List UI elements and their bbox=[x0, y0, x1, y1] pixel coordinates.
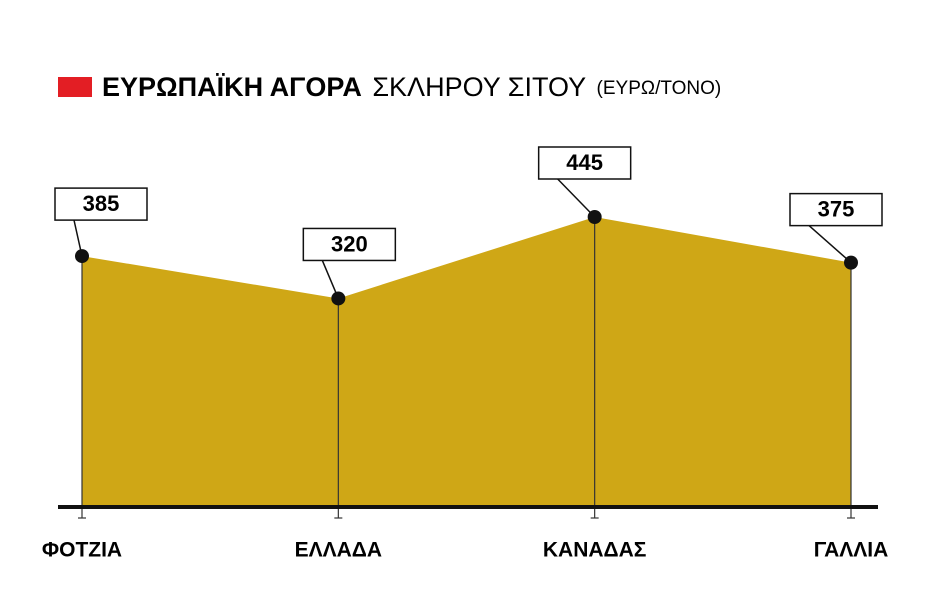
value-label: 375 bbox=[818, 196, 855, 221]
x-tick-label: ΚΑΝΑΔΑΣ bbox=[543, 539, 647, 562]
x-tick-label: ΦΟΤΖΙΑ bbox=[42, 539, 122, 562]
leader-line bbox=[557, 178, 596, 218]
value-box bbox=[302, 227, 397, 262]
title-bold: ΕΥΡΩΠΑΪΚΗ ΑΓΟΡΑ bbox=[102, 72, 362, 102]
x-tick-label: ΕΛΛΑΔΑ bbox=[295, 539, 382, 562]
title-unit: (ΕΥΡΩ/ΤΟΝΟ) bbox=[597, 78, 722, 99]
point bbox=[587, 210, 602, 224]
point bbox=[75, 249, 89, 264]
value-label: 320 bbox=[331, 231, 368, 256]
value-box bbox=[54, 187, 148, 221]
value-box bbox=[537, 146, 632, 180]
point bbox=[844, 255, 858, 270]
point bbox=[331, 291, 346, 306]
chart-title: ΕΥΡΩΠΑΪΚΗ ΑΓΟΡΑ ΣΚΛΗΡΟΥ ΣΙΤΟΥ (ΕΥΡΩ/ΤΟΝΟ… bbox=[102, 72, 721, 102]
value-label: 445 bbox=[566, 150, 603, 175]
title-marker bbox=[58, 77, 92, 97]
title-regular: ΣΚΛΗΡΟΥ ΣΙΤΟΥ bbox=[372, 72, 586, 102]
value-label: 385 bbox=[83, 191, 120, 216]
x-tick-label: ΓΑΛΛΙΑ bbox=[814, 539, 889, 562]
value-box bbox=[789, 192, 883, 227]
leader-line bbox=[808, 225, 852, 264]
area bbox=[82, 217, 851, 507]
